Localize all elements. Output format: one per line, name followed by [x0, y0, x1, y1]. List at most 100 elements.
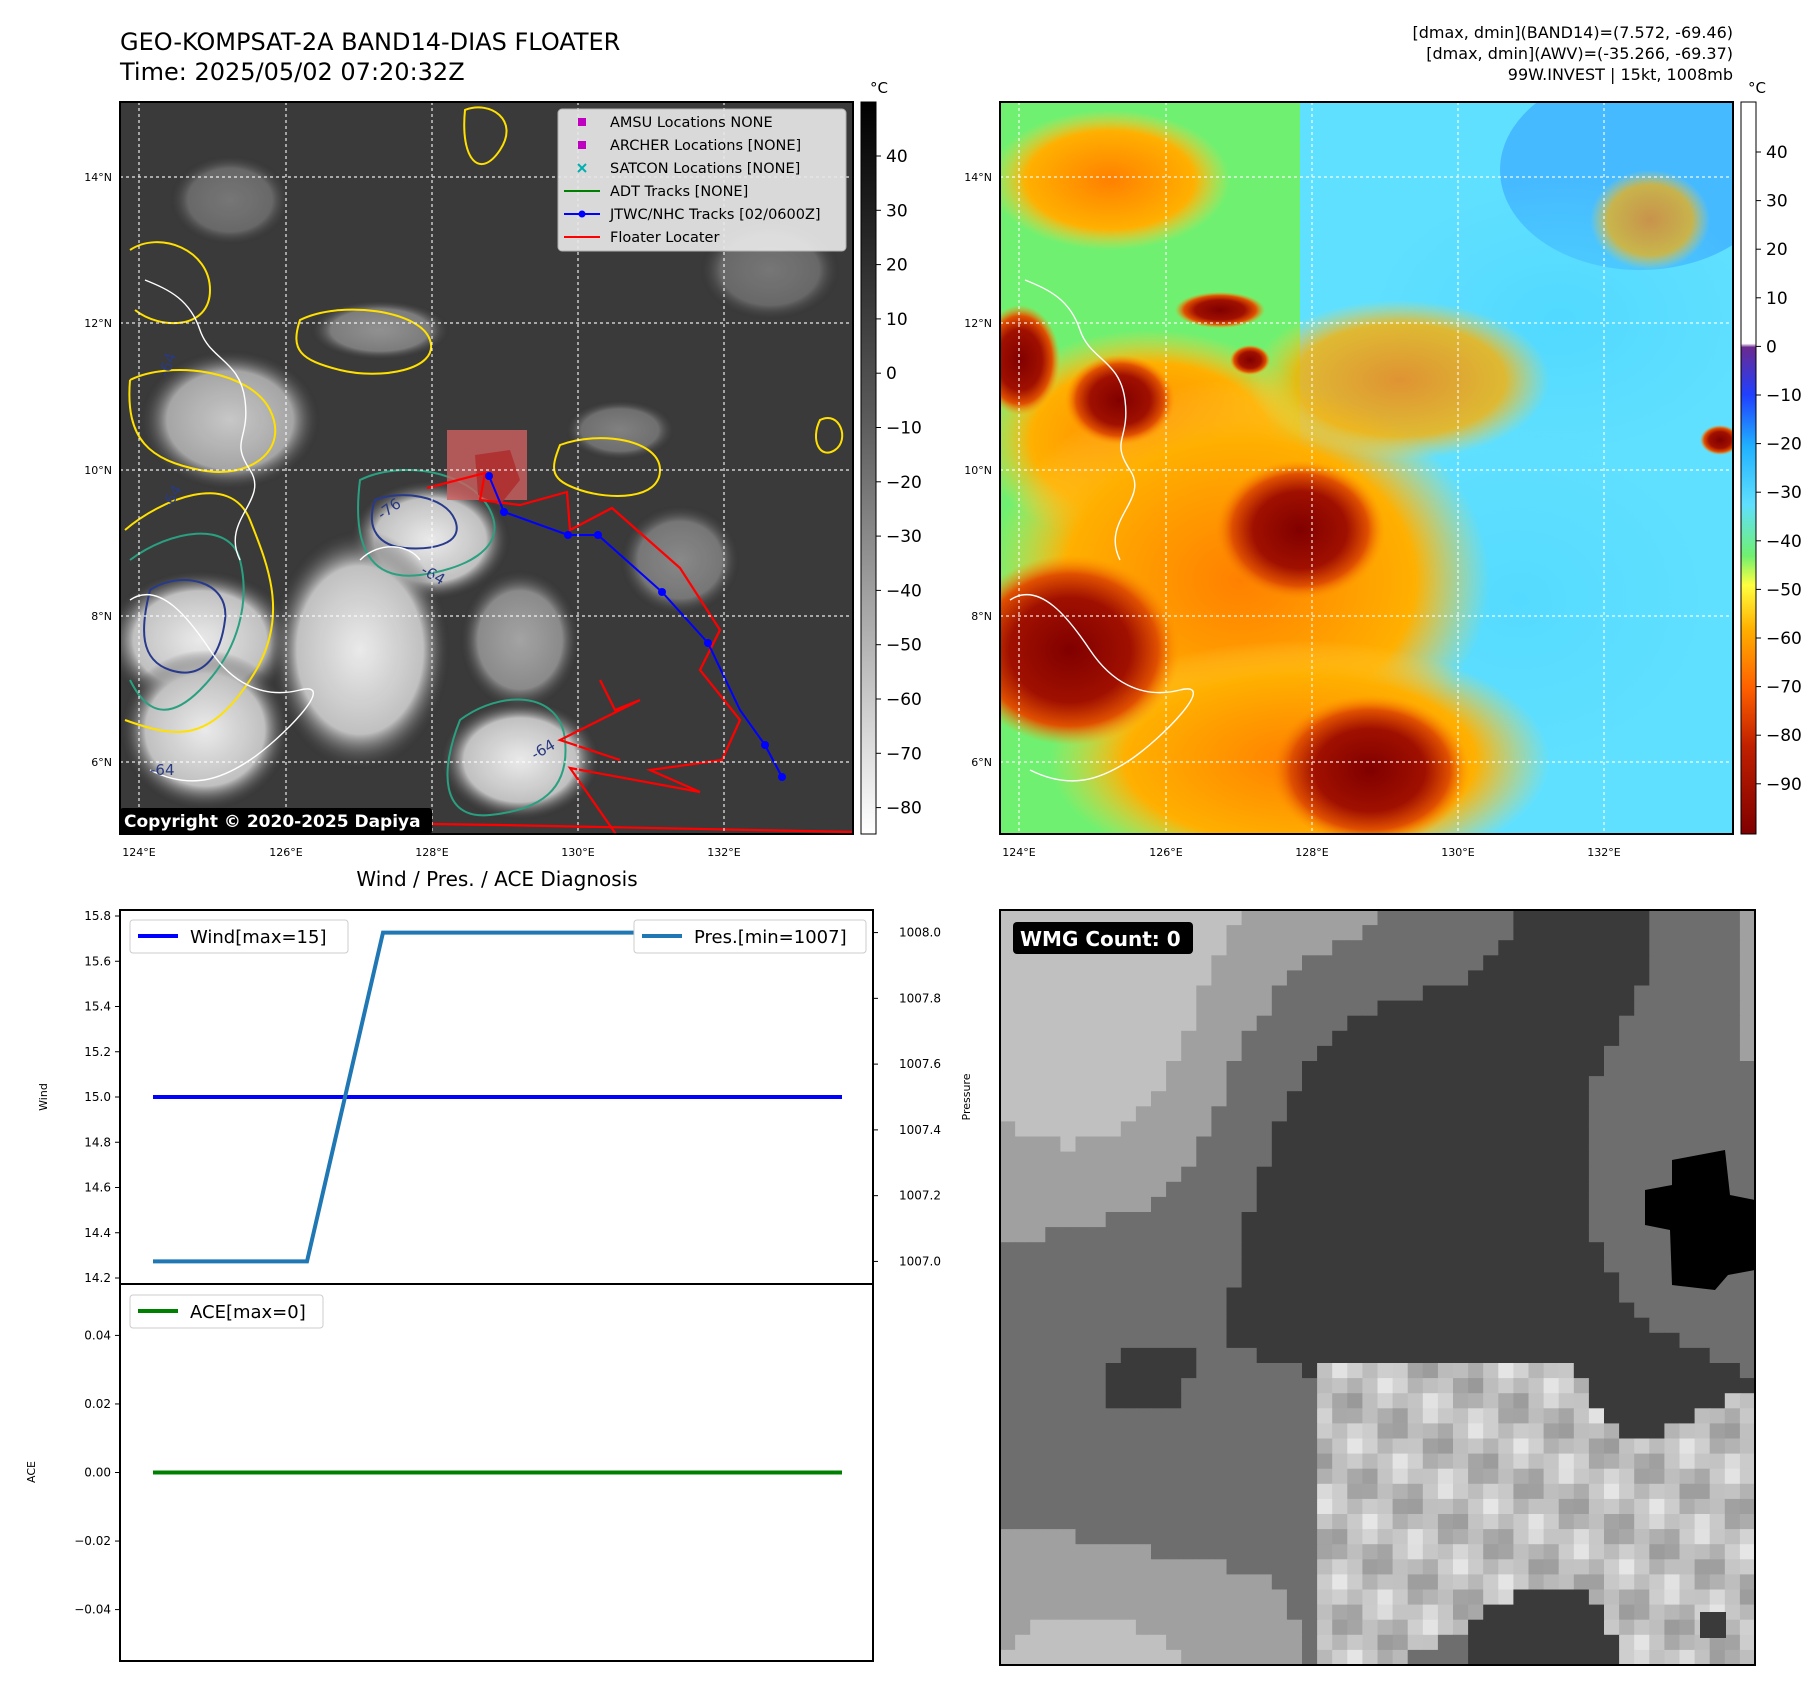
legend-square-icon	[578, 141, 586, 149]
legend-x-icon	[577, 163, 587, 173]
colorbar-unit: °C	[870, 79, 888, 97]
pressure-tick-label: 1008.0	[899, 926, 941, 940]
colorbar-right: °C 40 30 20 10 0 −10 −20 −30 −40 −50 −60 −70 −80 −90	[1740, 79, 1802, 835]
colorbar-tick-label: −10	[886, 419, 922, 439]
colorbar-tick-label: 0	[1766, 337, 1777, 357]
lat-tick-label: 10°N	[964, 464, 992, 477]
jtwc-track	[485, 472, 786, 781]
colorbar-tick-label: −40	[886, 581, 922, 601]
legend-item: JTWC/NHC Tracks [02/0600Z]	[564, 207, 821, 223]
lon-tick-label: 128°E	[415, 846, 448, 859]
legend-label: Floater Locater	[610, 230, 719, 246]
colorbar-tick-label: 0	[886, 364, 897, 384]
wind-legend: Wind[max=15]	[129, 919, 349, 954]
colorbar-tick-label: 10	[886, 310, 908, 330]
colorbar-tick-label: 20	[886, 256, 908, 276]
wind-tick-label: 15.8	[84, 909, 111, 923]
legend-item: Floater Locater	[564, 230, 719, 246]
legend-label: ADT Tracks [NONE]	[610, 184, 748, 200]
pressure-series-line	[153, 930, 842, 1264]
pressure-legend-label: Pres.[min=1007]	[694, 927, 847, 948]
wind-tick-label: 14.2	[84, 1271, 111, 1285]
copyright-text: Copyright © 2020-2025 Dapiya	[124, 812, 421, 832]
colorbar-tick-label: −60	[886, 690, 922, 710]
lon-tick-label: 130°E	[1441, 846, 1474, 859]
legend-label: SATCON Locations [NONE]	[610, 161, 800, 177]
legend-item: AMSU Locations NONE	[578, 115, 773, 131]
colorbar-tick-label: −10	[1766, 386, 1802, 406]
legend-item: SATCON Locations [NONE]	[577, 161, 800, 177]
ace-legend-label: ACE[max=0]	[190, 1302, 306, 1323]
lat-tick-label: 14°N	[964, 171, 992, 184]
ace-tick-label: 0.00	[84, 1466, 111, 1480]
map-legend: AMSU Locations NONE ARCHER Locations [NON…	[557, 108, 847, 252]
colorbar-tick-label: −20	[886, 473, 922, 493]
wind-tick-label: 14.4	[84, 1226, 111, 1240]
lat-tick-label: 10°N	[84, 464, 112, 477]
ace-tick-label: 0.02	[84, 1397, 111, 1411]
ace-axis-label: ACE	[25, 1461, 38, 1483]
colorbar-left: °C 40 30 20 10 0 −10 −20 −30 −40 −50 −60 −70 −80	[860, 79, 922, 835]
lon-tick-label: 124°E	[1002, 846, 1035, 859]
wmg-panel: WMG Count: 0	[999, 909, 1756, 1666]
wmg-count-label: WMG Count: 0	[1020, 927, 1181, 951]
pressure-tick-label: 1007.6	[899, 1057, 941, 1071]
legend-square-icon	[578, 118, 586, 126]
track-point	[564, 531, 572, 539]
pressure-tick-label: 1007.4	[899, 1123, 941, 1137]
pressure-axis-label: Pressure	[960, 1073, 973, 1120]
lat-tick-label: 8°N	[91, 610, 112, 623]
lat-tick-label: 14°N	[84, 171, 112, 184]
track-point	[704, 639, 712, 647]
colorbar-tick-label: −50	[886, 636, 922, 656]
info-line1: [dmax, dmin](BAND14)=(7.572, -69.46)	[1413, 23, 1734, 42]
wind-tick-label: 14.6	[84, 1181, 111, 1195]
colorbar-tick-label: −30	[886, 527, 922, 547]
main-title-line1: GEO-KOMPSAT-2A BAND14-DIAS FLOATER	[120, 28, 620, 56]
lon-tick-label: 126°E	[269, 846, 302, 859]
colorbar-tick-label: 20	[1766, 240, 1788, 260]
lon-tick-label: 132°E	[1587, 846, 1620, 859]
colorbar-tick-label: −70	[886, 744, 922, 764]
colorbar-tick-label: 30	[1766, 192, 1788, 212]
colorbar-tick-label: −20	[1766, 435, 1802, 455]
ace-tick-label: −0.04	[74, 1603, 111, 1617]
colorbar-tick-label: −30	[1766, 483, 1802, 503]
diagnosis-title: Wind / Pres. / ACE Diagnosis	[356, 867, 637, 891]
lat-tick-label: 8°N	[971, 610, 992, 623]
pressure-tick-label: 1007.8	[899, 991, 941, 1005]
main-title-line2: Time: 2025/05/02 07:20:32Z	[119, 58, 465, 86]
lat-tick-label: 12°N	[964, 317, 992, 330]
lon-tick-label: 130°E	[561, 846, 594, 859]
info-line2: [dmax, dmin](AWV)=(-35.266, -69.37)	[1426, 44, 1733, 63]
contour-label: -64	[150, 761, 175, 779]
lon-tick-label: 132°E	[707, 846, 740, 859]
pressure-tick-label: 1007.0	[899, 1254, 941, 1268]
lon-tick-label: 128°E	[1295, 846, 1328, 859]
wind-tick-label: 14.8	[84, 1135, 111, 1149]
track-point	[778, 773, 786, 781]
track-point	[485, 472, 493, 480]
lat-tick-label: 12°N	[84, 317, 112, 330]
info-line3: 99W.INVEST | 15kt, 1008mb	[1508, 65, 1733, 84]
colorbar-tick-label: 40	[1766, 143, 1788, 163]
colorbar-tick-label: −70	[1766, 678, 1802, 698]
legend-label: JTWC/NHC Tracks [02/0600Z]	[609, 207, 821, 223]
colorbar-tick-label: 30	[886, 201, 908, 221]
lon-tick-label: 124°E	[122, 846, 155, 859]
track-point	[761, 741, 769, 749]
wind-tick-label: 15.0	[84, 1090, 111, 1104]
colorbar-tick-label: 10	[1766, 289, 1788, 309]
colorbar-tick-label: −80	[886, 799, 922, 819]
track-point	[658, 588, 666, 596]
wind-axis-label: Wind	[37, 1083, 50, 1111]
track-point	[594, 531, 602, 539]
colorbar-unit: °C	[1748, 79, 1766, 97]
legend-label: AMSU Locations NONE	[610, 115, 773, 131]
wind-tick-label: 15.6	[84, 954, 111, 968]
colorbar-tick-label: −80	[1766, 726, 1802, 746]
lon-tick-label: 126°E	[1149, 846, 1182, 859]
lat-tick-label: 6°N	[971, 756, 992, 769]
wind-tick-label: 15.4	[84, 1000, 111, 1014]
cloud-field	[120, 155, 840, 820]
